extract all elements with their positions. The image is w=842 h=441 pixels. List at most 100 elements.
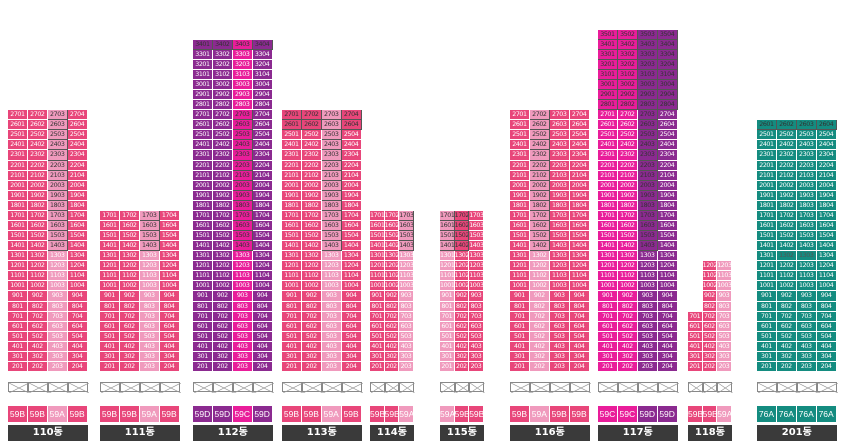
unit-cell[interactable]: 204 xyxy=(159,361,180,372)
unit-cell[interactable]: 3103 xyxy=(232,69,253,80)
unit-cell[interactable]: 1801 xyxy=(193,200,213,211)
unit-cell[interactable]: 1401 xyxy=(8,241,28,252)
unit-cell[interactable]: 2703 xyxy=(637,110,658,121)
unit-cell[interactable]: 901 xyxy=(370,291,385,302)
unit-cell[interactable]: 903 xyxy=(796,291,817,302)
unit-cell[interactable]: 1401 xyxy=(282,241,302,252)
unit-cell[interactable]: 1103 xyxy=(232,271,253,282)
unit-cell[interactable]: 804 xyxy=(252,301,273,312)
unit-cell[interactable]: 1603 xyxy=(469,220,484,231)
unit-cell[interactable]: 404 xyxy=(341,341,362,352)
unit-cell[interactable]: 603 xyxy=(717,321,732,332)
unit-cell[interactable]: 1904 xyxy=(67,190,88,201)
unit-cell[interactable]: 2403 xyxy=(549,140,570,151)
unit-cell[interactable]: 2003 xyxy=(796,180,817,191)
unit-cell[interactable]: 304 xyxy=(569,351,590,362)
unit-cell[interactable]: 601 xyxy=(688,321,703,332)
unit-cell[interactable]: 2603 xyxy=(232,120,253,131)
unit-cell[interactable]: 901 xyxy=(100,291,120,302)
unit-cell[interactable]: 302 xyxy=(27,351,48,362)
unit-cell[interactable]: 402 xyxy=(454,341,470,352)
unit-cell[interactable]: 701 xyxy=(8,311,28,322)
unit-cell[interactable]: 201 xyxy=(193,361,213,372)
unit-cell[interactable]: 1602 xyxy=(27,220,48,231)
unit-cell[interactable]: 1004 xyxy=(252,281,273,292)
unit-cell[interactable]: 201 xyxy=(370,361,385,372)
unit-cell[interactable]: 1901 xyxy=(282,190,302,201)
unit-cell[interactable]: 204 xyxy=(569,361,590,372)
unit-cell[interactable]: 902 xyxy=(212,291,233,302)
unit-cell[interactable]: 501 xyxy=(598,331,618,342)
unit-cell[interactable]: 904 xyxy=(657,291,678,302)
unit-cell[interactable]: 2101 xyxy=(757,170,777,181)
unit-cell[interactable]: 502 xyxy=(27,331,48,342)
unit-cell[interactable]: 2604 xyxy=(67,120,88,131)
unit-cell[interactable]: 2404 xyxy=(67,140,88,151)
unit-cell[interactable]: 701 xyxy=(100,311,120,322)
unit-cell[interactable]: 602 xyxy=(702,321,718,332)
unit-cell[interactable]: 1804 xyxy=(657,200,678,211)
unit-cell[interactable]: 1201 xyxy=(193,261,213,272)
unit-cell[interactable]: 2202 xyxy=(529,160,550,171)
unit-cell[interactable]: 1503 xyxy=(549,231,570,242)
unit-cell[interactable]: 1002 xyxy=(27,281,48,292)
unit-cell[interactable]: 2702 xyxy=(529,110,550,121)
unit-cell[interactable]: 201 xyxy=(598,361,618,372)
unit-cell[interactable]: 1103 xyxy=(717,271,732,282)
unit-cell[interactable]: 501 xyxy=(8,331,28,342)
unit-cell[interactable]: 2102 xyxy=(776,170,797,181)
unit-cell[interactable]: 1403 xyxy=(139,241,160,252)
unit-cell[interactable]: 1102 xyxy=(617,271,638,282)
unit-cell[interactable]: 1504 xyxy=(341,231,362,242)
unit-cell[interactable]: 802 xyxy=(529,301,550,312)
unit-cell[interactable]: 2101 xyxy=(510,170,530,181)
unit-cell[interactable]: 2002 xyxy=(212,180,233,191)
unit-cell[interactable]: 1903 xyxy=(232,190,253,201)
unit-cell[interactable]: 1201 xyxy=(100,261,120,272)
unit-cell[interactable]: 1103 xyxy=(549,271,570,282)
unit-cell[interactable]: 802 xyxy=(27,301,48,312)
unit-cell[interactable]: 702 xyxy=(27,311,48,322)
unit-cell[interactable]: 203 xyxy=(139,361,160,372)
unit-cell[interactable]: 301 xyxy=(440,351,455,362)
unit-cell[interactable]: 2601 xyxy=(8,120,28,131)
unit-cell[interactable]: 604 xyxy=(341,321,362,332)
unit-cell[interactable]: 2504 xyxy=(252,130,273,141)
unit-cell[interactable]: 702 xyxy=(702,311,718,322)
unit-cell[interactable]: 1402 xyxy=(301,241,322,252)
unit-cell[interactable]: 2604 xyxy=(341,120,362,131)
unit-cell[interactable]: 1502 xyxy=(212,231,233,242)
unit-cell[interactable]: 1501 xyxy=(757,231,777,242)
unit-cell[interactable]: 2502 xyxy=(529,130,550,141)
unit-cell[interactable]: 601 xyxy=(757,321,777,332)
unit-cell[interactable]: 2603 xyxy=(47,120,68,131)
unit-cell[interactable]: 1101 xyxy=(8,271,28,282)
unit-cell[interactable]: 2503 xyxy=(637,130,658,141)
unit-cell[interactable]: 501 xyxy=(100,331,120,342)
unit-cell[interactable]: 302 xyxy=(301,351,322,362)
unit-cell[interactable]: 2501 xyxy=(282,130,302,141)
unit-cell[interactable]: 1901 xyxy=(757,190,777,201)
unit-cell[interactable]: 702 xyxy=(529,311,550,322)
unit-cell[interactable]: 1602 xyxy=(212,220,233,231)
unit-cell[interactable]: 3001 xyxy=(598,79,618,91)
unit-cell[interactable]: 1803 xyxy=(47,200,68,211)
unit-cell[interactable]: 1301 xyxy=(370,251,385,262)
unit-cell[interactable]: 1501 xyxy=(440,231,455,242)
unit-cell[interactable]: 1102 xyxy=(529,271,550,282)
unit-cell[interactable]: 1703 xyxy=(549,210,570,221)
unit-cell[interactable]: 2404 xyxy=(252,140,273,151)
unit-cell[interactable]: 904 xyxy=(341,291,362,302)
unit-cell[interactable]: 2303 xyxy=(321,150,342,161)
unit-cell[interactable]: 1401 xyxy=(100,241,120,252)
unit-cell[interactable]: 1301 xyxy=(100,251,120,262)
unit-cell[interactable]: 202 xyxy=(529,361,550,372)
unit-cell[interactable]: 1204 xyxy=(816,261,837,272)
unit-cell[interactable]: 1002 xyxy=(702,281,718,292)
unit-cell[interactable]: 2603 xyxy=(321,120,342,131)
unit-cell[interactable]: 1701 xyxy=(193,210,213,221)
unit-cell[interactable]: 603 xyxy=(549,321,570,332)
unit-cell[interactable]: 2701 xyxy=(193,110,213,121)
unit-cell[interactable]: 2003 xyxy=(321,180,342,191)
unit-cell[interactable]: 1702 xyxy=(454,210,470,221)
